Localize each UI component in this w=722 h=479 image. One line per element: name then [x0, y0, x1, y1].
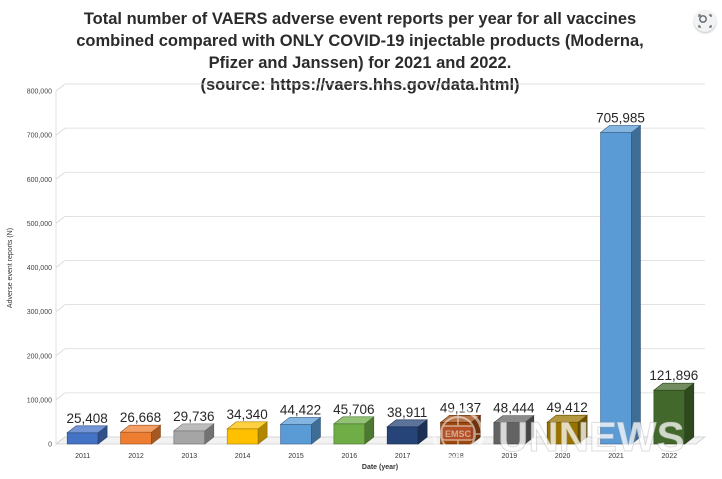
y-axis-label: Adverse event reports (N): [7, 227, 14, 309]
bar-front: [226, 428, 259, 445]
chart-title: Total number of VAERS adverse event repo…: [60, 8, 660, 96]
gridline-slant: [55, 392, 66, 401]
data-label: 44,422: [280, 402, 321, 417]
bar-2016: [332, 416, 375, 445]
title-line-3: Pfizer and Janssen) for 2021 and 2022.: [208, 54, 512, 72]
bar-top: [386, 419, 429, 428]
title-line-4: (source: https://vaers.hhs.gov/data.html…: [200, 76, 520, 94]
gridline-slant: [55, 260, 66, 268]
bar-front: [653, 389, 686, 445]
x-tick-label: 2021: [608, 453, 624, 460]
gridline-slant: [55, 304, 66, 312]
x-tick-label: 2016: [342, 453, 358, 460]
gridline-slant: [55, 171, 66, 180]
x-tick-label: 2011: [75, 453, 90, 460]
data-label: 705,985: [596, 110, 645, 125]
bar-2014: [226, 421, 269, 445]
bar-front: [66, 432, 99, 445]
bar-2018: [439, 414, 482, 445]
y-tick-label: 200,000: [27, 353, 52, 360]
data-label: 26,668: [120, 410, 161, 425]
bar-front: [280, 424, 312, 445]
bar-2011: [66, 425, 109, 445]
bar-front: [493, 422, 526, 445]
bar-top: [599, 125, 642, 133]
bar-2012: [119, 424, 162, 445]
bar-front: [600, 132, 632, 445]
bar-front: [173, 430, 206, 445]
data-label: 25,408: [67, 411, 108, 426]
bar-front: [440, 422, 472, 445]
bar-2022: [652, 382, 695, 445]
bar-top: [652, 382, 695, 391]
x-axis-label: Date (year): [361, 464, 399, 471]
data-label: 49,137: [440, 400, 481, 415]
bar-top: [332, 416, 375, 425]
x-tick-label: 2022: [662, 453, 678, 460]
bar-2019: [492, 415, 535, 445]
bar-top: [492, 415, 535, 423]
data-label: 49,412: [547, 400, 588, 415]
data-label: 34,340: [227, 407, 268, 422]
x-tick-label: 2017: [395, 453, 411, 460]
bar-top: [66, 425, 109, 434]
bar-front: [333, 423, 366, 445]
y-tick-label: 300,000: [27, 309, 52, 316]
bar-side: [684, 382, 695, 445]
title-line-1: Total number of VAERS adverse event repo…: [83, 10, 637, 28]
y-tick-label: 0: [48, 442, 52, 449]
bar-top: [546, 414, 589, 423]
bar-front: [120, 431, 152, 445]
x-tick-label: 2020: [555, 453, 571, 460]
y-tick-label: 400,000: [27, 265, 52, 272]
bar-front: [546, 421, 579, 445]
lens-icon: [698, 14, 712, 28]
bar-top: [119, 424, 162, 433]
bar-side: [631, 124, 641, 445]
bar-top: [226, 421, 269, 430]
data-label: 38,911: [387, 405, 427, 420]
data-label: 45,706: [333, 402, 374, 417]
x-tick-label: 2014: [235, 453, 251, 460]
bar-2013: [172, 423, 215, 445]
bar-front: [386, 426, 419, 445]
bar-top: [279, 417, 322, 425]
bar-2017: [386, 419, 429, 445]
gridline-slant: [55, 348, 66, 357]
data-label: 48,444: [493, 401, 535, 416]
y-tick-label: 600,000: [27, 177, 52, 184]
bar-2021: [599, 124, 642, 445]
lens-search-icon[interactable]: [694, 10, 716, 32]
bar-2020: [546, 414, 589, 445]
gridline-slant: [55, 127, 66, 136]
x-tick-label: 2015: [288, 453, 304, 460]
gridline-slant: [55, 216, 66, 224]
x-tick-label: 2013: [182, 453, 198, 460]
y-tick-label: 500,000: [27, 221, 52, 228]
y-tick-label: 800,000: [27, 89, 52, 96]
y-tick-label: 100,000: [27, 397, 52, 404]
x-tick-label: 2018: [448, 453, 464, 460]
data-label: 121,896: [649, 368, 698, 383]
y-tick-label: 700,000: [27, 133, 52, 140]
data-label: 29,736: [173, 409, 214, 424]
bar-2015: [279, 416, 322, 445]
title-line-2: combined compared with ONLY COVID-19 inj…: [76, 32, 644, 50]
x-tick-label: 2012: [128, 453, 144, 460]
bar-top: [172, 423, 215, 432]
gridline-slant: [55, 83, 66, 92]
x-tick-label: 2019: [502, 453, 518, 460]
